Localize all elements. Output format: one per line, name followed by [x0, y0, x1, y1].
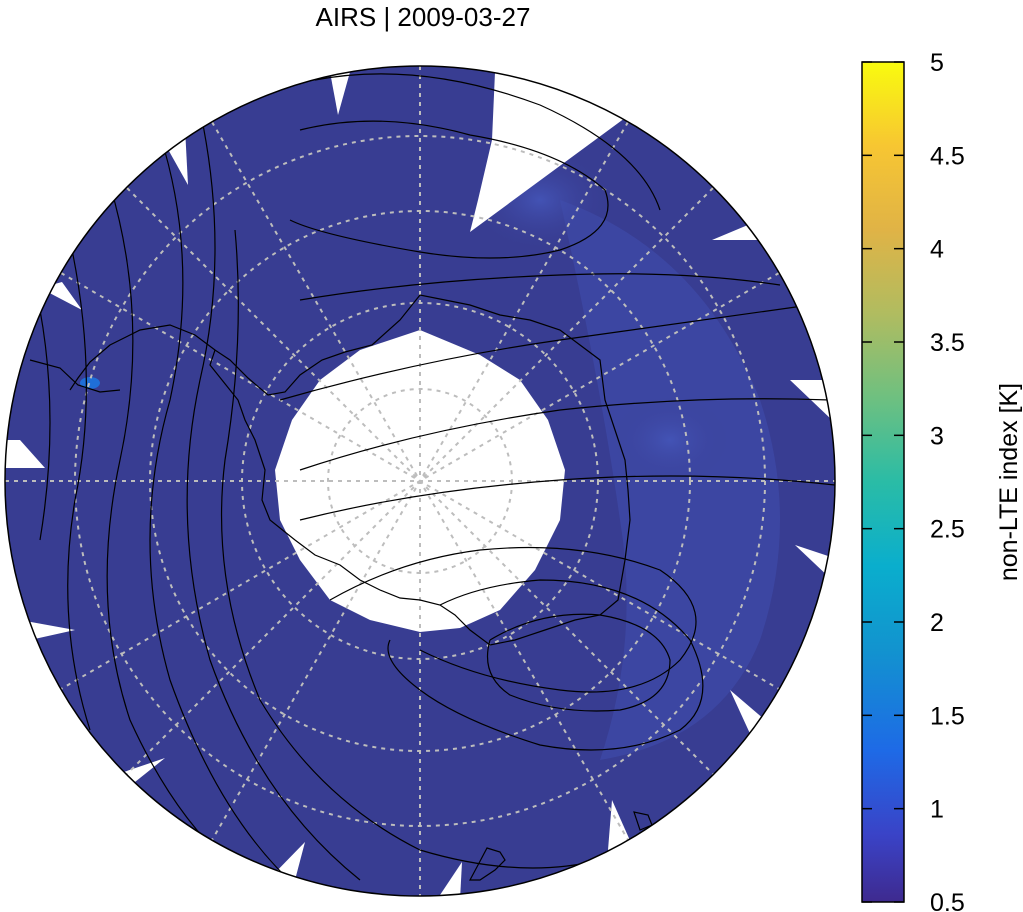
enhanced-patch [610, 395, 730, 485]
colorbar-tick-label: 0.5 [930, 889, 965, 912]
colorbar-gradient [861, 61, 905, 903]
colorbar-tick-label: 2 [930, 609, 944, 637]
colorbar-tick-label: 3 [930, 422, 944, 450]
colorbar-label: non-LTE index [K] [995, 383, 1023, 581]
colorbar-tick-label: 4 [930, 236, 944, 264]
plot-title: AIRS | 2009-03-27 [315, 2, 531, 32]
colorbar-tick-label: 5 [930, 49, 944, 77]
colorbar-tick-label: 3.5 [930, 329, 965, 357]
colorbar-tick-label: 2.5 [930, 516, 965, 544]
colorbar-tick-label: 1 [930, 796, 944, 824]
graticule [5, 66, 835, 896]
polar-map [4, 65, 836, 897]
hotspot [80, 377, 100, 389]
colorbar-tick-label: 4.5 [930, 142, 965, 170]
map-boundary [4, 65, 836, 897]
colorbar-tick-label: 1.5 [930, 702, 965, 730]
contours [39, 73, 835, 891]
